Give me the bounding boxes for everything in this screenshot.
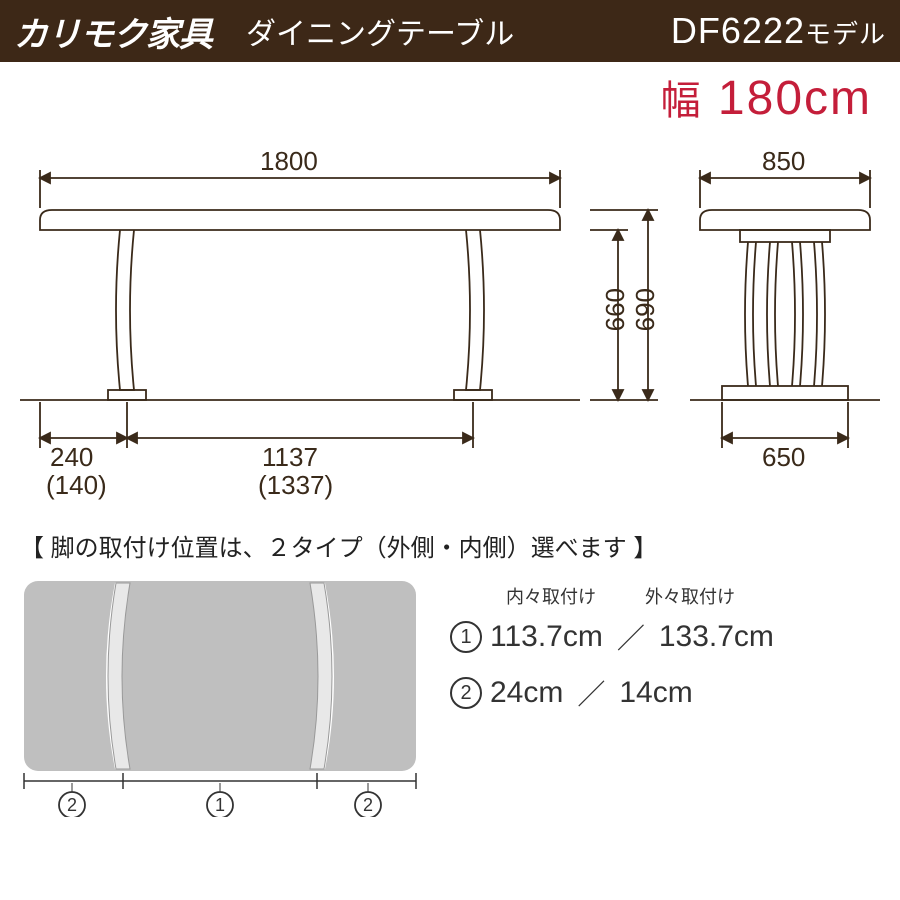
svg-text:2: 2 [67,795,77,815]
slash-icon: ／ [577,673,605,713]
opt2-num: 2 [450,677,482,709]
dim-front-span-alt: (1337) [258,470,333,501]
leg-note: 【 脚の取付け位置は、２タイプ（外側・内側）選べます 】 [0,510,900,577]
dim-front-offset: 240 [50,442,93,473]
opt2-inner: 24cm [490,676,563,710]
svg-text:1: 1 [215,795,225,815]
header-outer: 外々取付け [615,583,765,609]
leg-thumbnail: 2 1 2 [20,577,420,787]
dimension-diagram: 1800 240 (140) 1137 (1337) 660 690 850 6… [0,130,900,510]
header-inner: 内々取付け [450,583,615,609]
dim-side-base: 650 [762,442,805,473]
leg-options-text: 内々取付け 外々取付け 1 113.7cm ／ 133.7cm 2 24cm ／… [450,577,880,787]
width-banner: 幅 180cm [0,62,900,130]
option-row-1: 1 113.7cm ／ 133.7cm [450,617,880,657]
model-suffix: モデル [805,19,886,49]
model-label: DF6222モデル [671,10,886,52]
opt1-num: 1 [450,621,482,653]
brand-logo: カリモク家具 [14,7,212,56]
opt2-outer: 14cm [619,676,692,710]
dim-height-inner: 660 [600,288,631,331]
header-bar: カリモク家具 ダイニングテーブル DF6222モデル [0,0,900,62]
width-label: 幅 [661,79,703,123]
dim-front-top: 1800 [260,146,318,177]
model-code: DF6222 [671,10,805,51]
svg-text:2: 2 [363,795,373,815]
width-value: 180cm [718,72,872,125]
product-category: ダイニングテーブル [246,9,514,53]
opt1-outer: 133.7cm [659,620,774,654]
opt1-inner: 113.7cm [490,620,603,654]
dim-side-top: 850 [762,146,805,177]
slash-icon: ／ [617,617,645,657]
dim-front-offset-alt: (140) [46,470,107,501]
leg-options-section: 2 1 2 内々取付け 外々取付け 1 113.7cm ／ 133.7cm 2 … [0,577,900,787]
option-row-2: 2 24cm ／ 14cm [450,673,880,713]
dim-front-span: 1137 [262,442,318,473]
dim-height-outer: 690 [630,288,661,331]
